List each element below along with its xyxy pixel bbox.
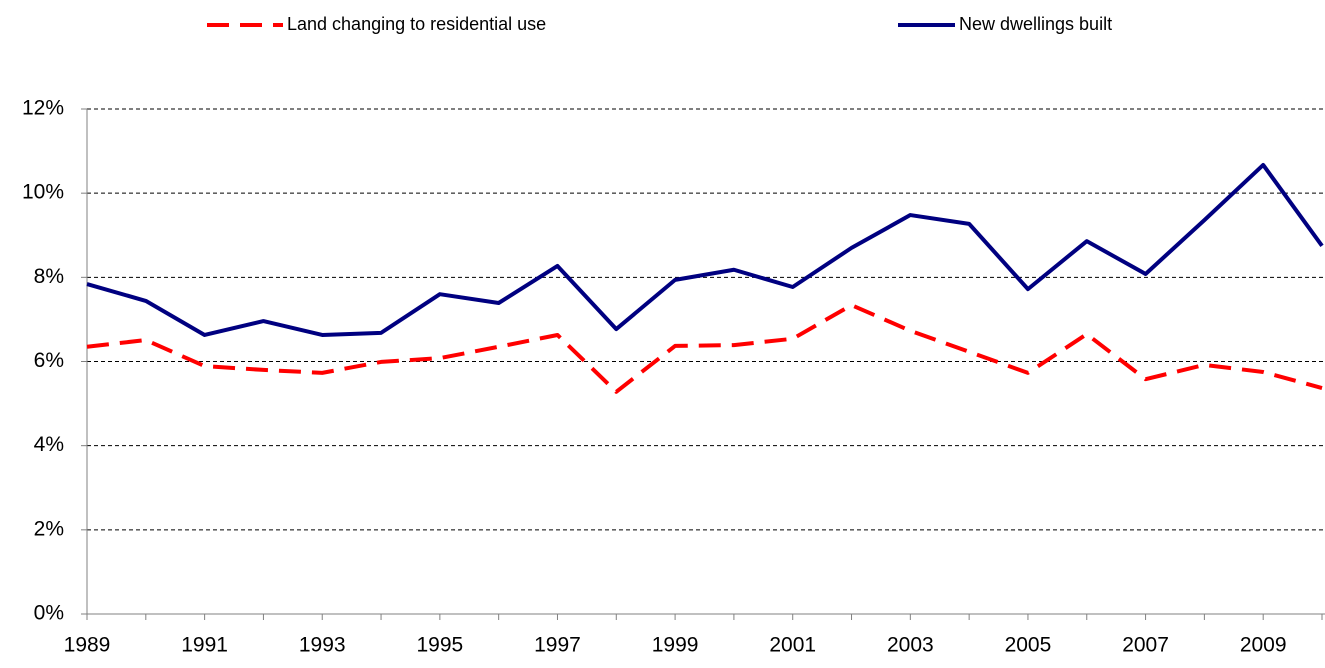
y-tick-label: 4% [34, 433, 64, 456]
line-series [86, 303, 1323, 394]
legend-label: Land changing to residential use [287, 14, 546, 34]
x-tick-label: 1997 [534, 634, 581, 657]
line-series [86, 162, 1324, 337]
y-tick-label: 10% [22, 181, 64, 204]
y-tick-label: 12% [22, 97, 64, 120]
x-tick-label: 2003 [887, 634, 934, 657]
x-tick-label: 2009 [1240, 634, 1287, 657]
y-tick-label: 6% [34, 349, 64, 372]
x-tick-label: 1989 [64, 634, 111, 657]
x-tick-label: 1993 [299, 634, 346, 657]
legend-label: New dwellings built [959, 14, 1112, 34]
x-tick-label: 2007 [1122, 634, 1169, 657]
y-tick-label: 0% [34, 602, 64, 625]
x-tick-label: 1991 [181, 634, 228, 657]
x-tick-label: 2005 [1005, 634, 1052, 657]
x-tick-label: 1995 [416, 634, 463, 657]
x-tick-label: 2001 [769, 634, 816, 657]
x-tick-label: 1999 [652, 634, 699, 657]
y-tick-label: 2% [34, 517, 64, 540]
y-tick-label: 8% [34, 265, 64, 288]
